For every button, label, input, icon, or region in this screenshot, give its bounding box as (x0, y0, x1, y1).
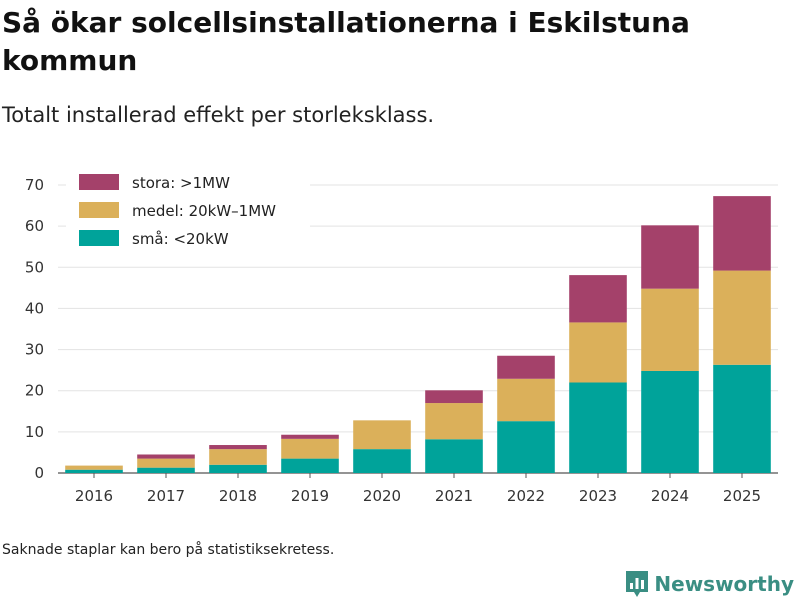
bar-medel-2022[interactable] (497, 378, 555, 422)
brand-logo[interactable]: Newsworthy (624, 567, 794, 601)
bar-sma-2017[interactable] (137, 467, 195, 473)
bar-medel-2023[interactable] (569, 322, 627, 383)
x-tick-label: 2022 (507, 487, 545, 505)
legend-swatch-medel (79, 202, 119, 218)
bar-sma-2021[interactable] (425, 439, 483, 473)
bar-stora-2021[interactable] (425, 390, 483, 404)
legend-label-sma: små: <20kW (132, 230, 229, 248)
x-tick-label: 2020 (363, 487, 401, 505)
x-tick-label: 2024 (651, 487, 689, 505)
bar-stora-2017[interactable] (137, 454, 195, 459)
x-tick-label: 2021 (435, 487, 473, 505)
y-tick-label: 40 (25, 299, 44, 317)
x-tick-label: 2019 (291, 487, 329, 505)
bar-medel-2016[interactable] (65, 465, 123, 470)
bars (65, 196, 771, 473)
bar-sma-2016[interactable] (65, 469, 123, 473)
stacked-bar-chart: 0 10 20 30 40 50 60 70 2016 2017 2018 2019 2020 2021… (25, 168, 778, 505)
brand-name: Newsworthy (654, 572, 794, 596)
bar-stora-2023[interactable] (569, 275, 627, 323)
legend-label-stora: stora: >1MW (132, 174, 230, 192)
newsworthy-logo-icon (626, 571, 649, 597)
footnote: Saknade staplar kan bero på statistiksek… (2, 542, 335, 558)
legend-swatch-sma (79, 230, 119, 246)
bar-medel-2017[interactable] (137, 458, 195, 468)
x-axis-ticks: 2016 2017 2018 2019 2020 2021 2022 2023 2024 2025 (75, 473, 761, 505)
bar-sma-2023[interactable] (569, 382, 627, 473)
y-tick-label: 50 (25, 258, 44, 276)
y-tick-label: 10 (25, 423, 44, 441)
y-axis-ticks: 0 10 20 30 40 50 60 70 (25, 176, 44, 482)
legend-swatch-stora (79, 174, 119, 190)
bar-stora-2022[interactable] (497, 355, 555, 379)
y-tick-label: 30 (25, 341, 44, 359)
legend: stora: >1MW medel: 20kW–1MW små: <20kW (66, 168, 310, 256)
bar-medel-2020[interactable] (353, 420, 411, 450)
x-tick-label: 2023 (579, 487, 617, 505)
bar-sma-2018[interactable] (209, 464, 267, 473)
bar-stora-2018[interactable] (209, 445, 267, 450)
x-tick-label: 2017 (147, 487, 185, 505)
bar-sma-2025[interactable] (713, 364, 771, 473)
x-tick-label: 2016 (75, 487, 113, 505)
y-tick-label: 60 (25, 217, 44, 235)
chart-title: Så ökar solcellsinstallationerna i Eskil… (2, 6, 690, 77)
bar-stora-2025[interactable] (713, 196, 771, 271)
bar-stora-2019[interactable] (281, 434, 339, 439)
bar-medel-2024[interactable] (641, 288, 699, 371)
bar-medel-2018[interactable] (209, 449, 267, 465)
bar-stora-2024[interactable] (641, 225, 699, 289)
bar-sma-2019[interactable] (281, 458, 339, 473)
bar-medel-2025[interactable] (713, 270, 771, 365)
y-tick-label: 0 (34, 464, 44, 482)
legend-label-medel: medel: 20kW–1MW (132, 202, 276, 220)
bar-medel-2021[interactable] (425, 403, 483, 440)
y-tick-label: 70 (25, 176, 44, 194)
bar-sma-2022[interactable] (497, 421, 555, 473)
x-tick-label: 2025 (723, 487, 761, 505)
bar-medel-2019[interactable] (281, 438, 339, 459)
chart-subtitle: Totalt installerad effekt per storlekskl… (2, 103, 435, 127)
bar-sma-2024[interactable] (641, 370, 699, 473)
x-tick-label: 2018 (219, 487, 257, 505)
bar-sma-2020[interactable] (353, 449, 411, 473)
y-tick-label: 20 (25, 382, 44, 400)
